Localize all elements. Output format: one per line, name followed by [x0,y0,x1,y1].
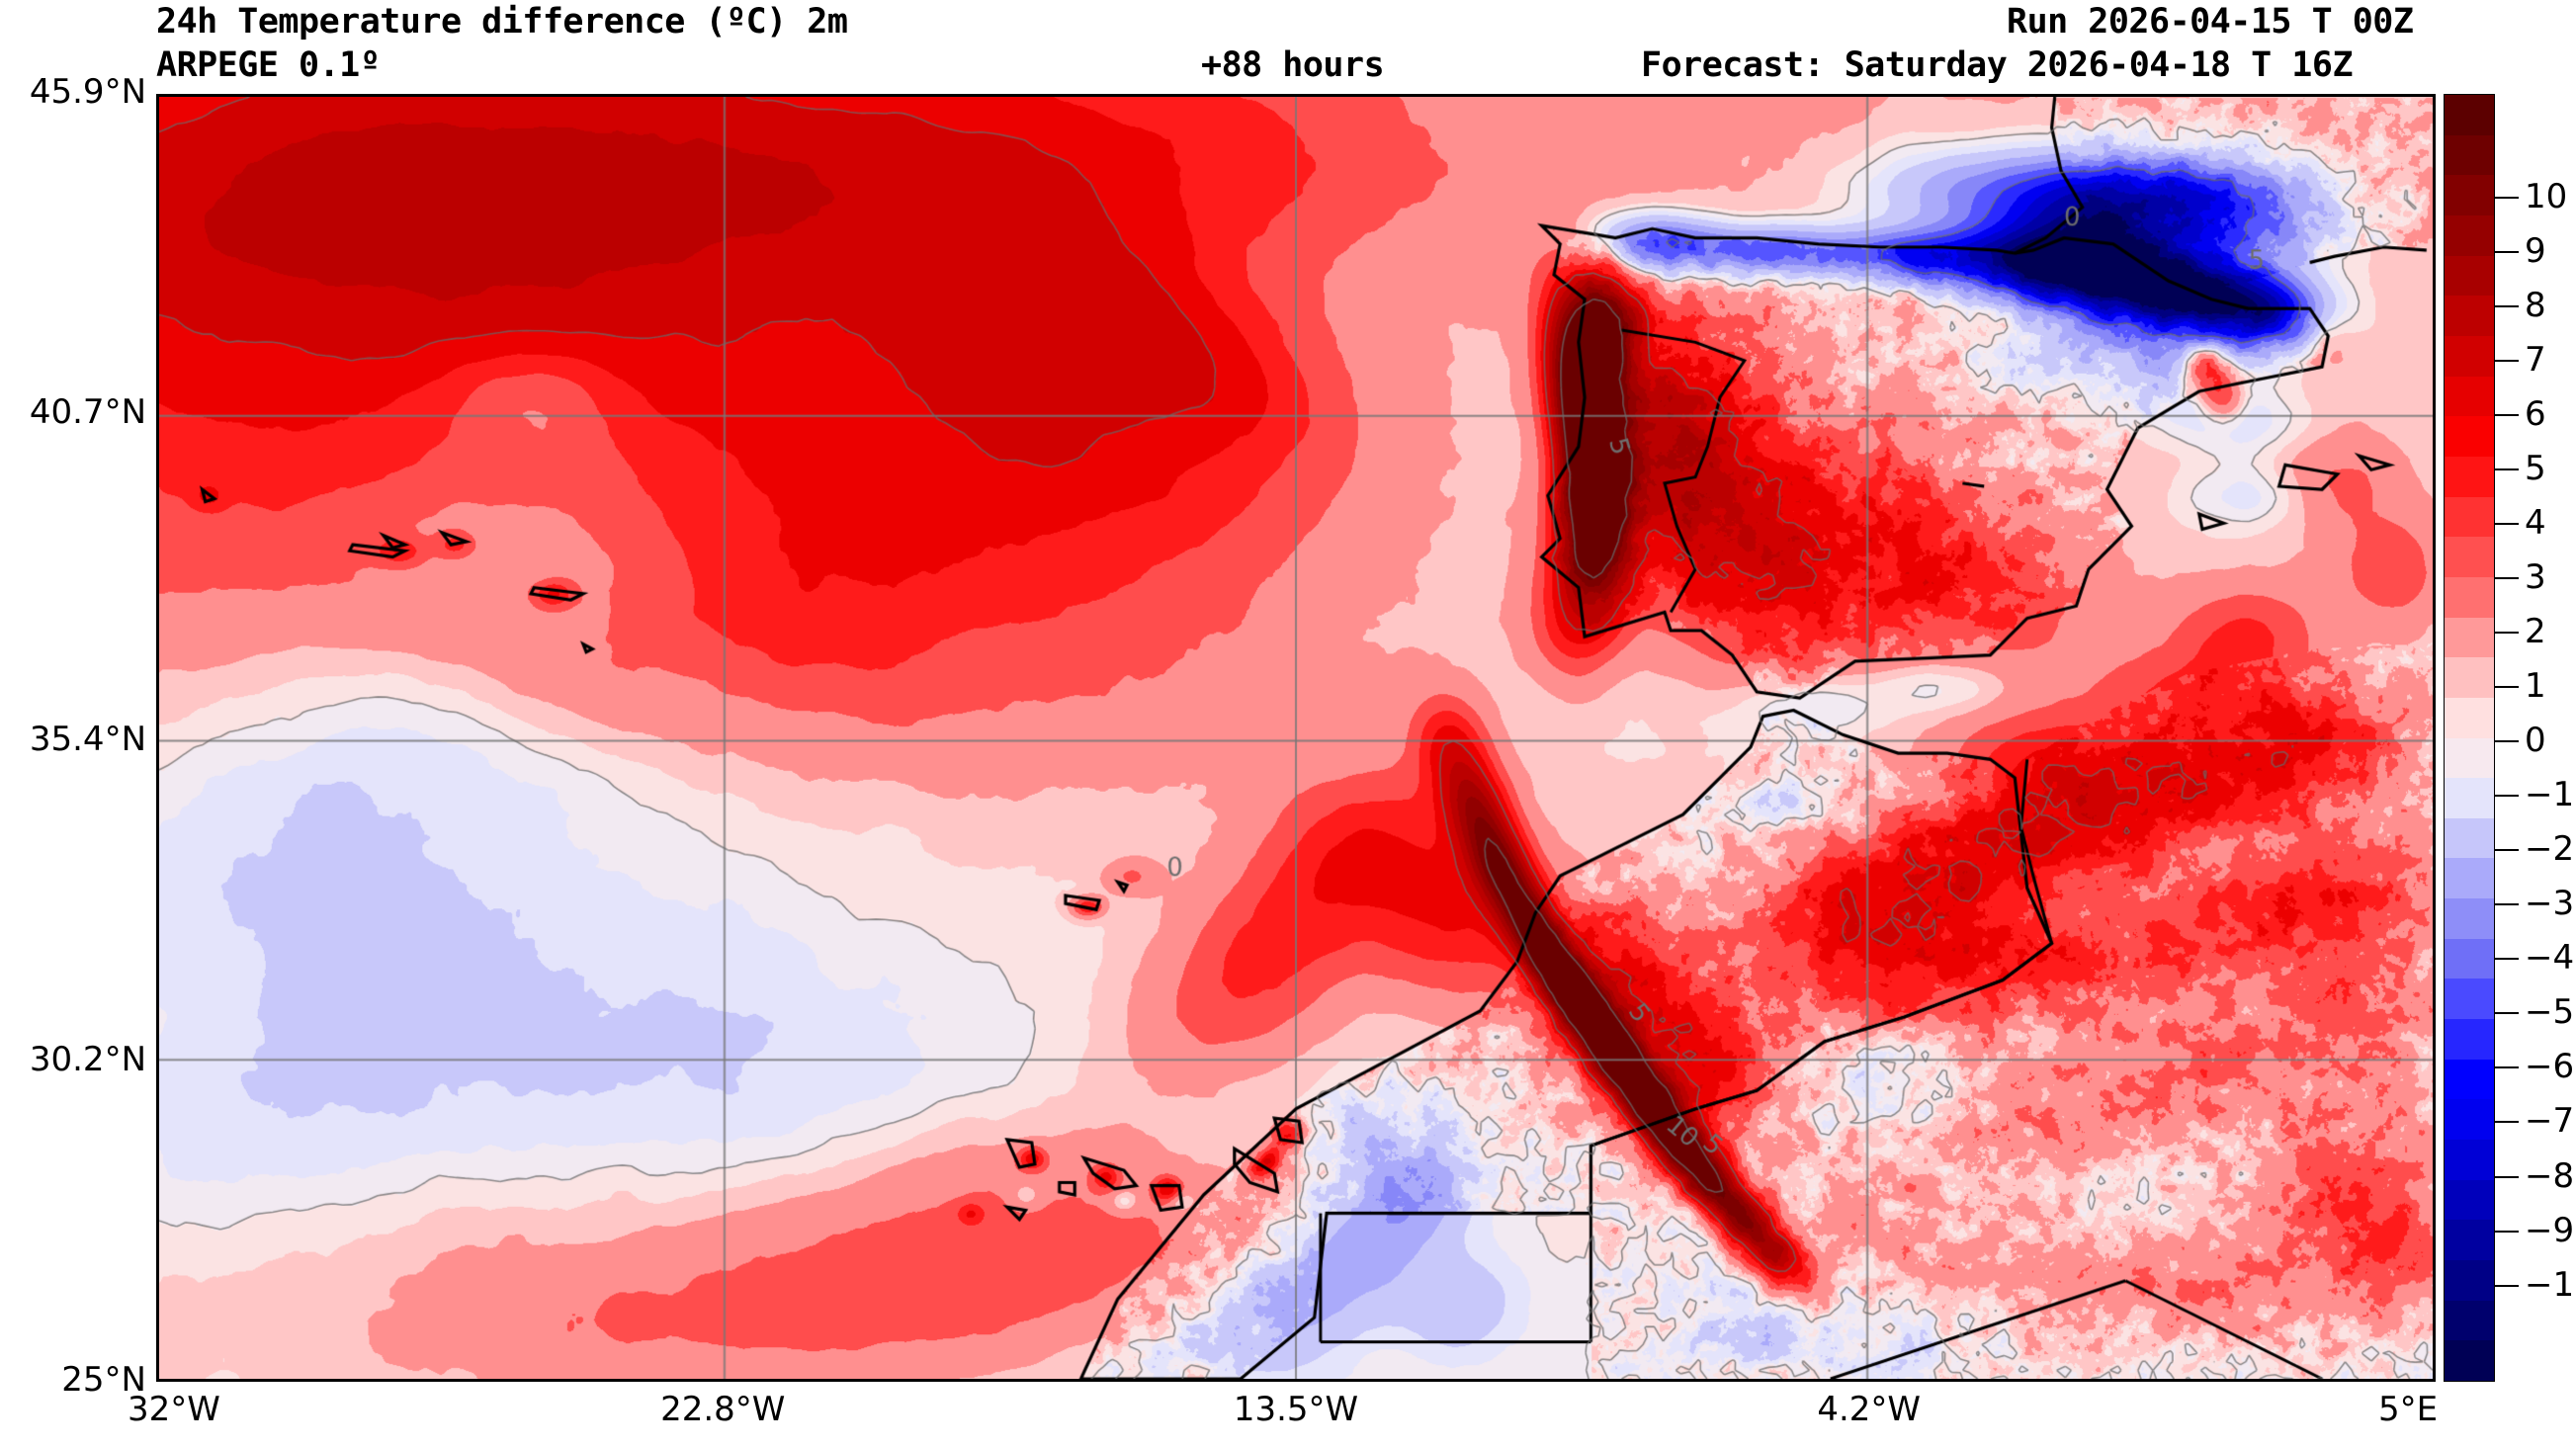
colorbar-segment [2445,617,2494,658]
colorbar-segment [2445,296,2494,336]
colorbar-segment [2445,657,2494,698]
colorbar-tick [2495,958,2519,961]
colorbar-tick-label: −1 [2525,775,2575,815]
colorbar-segment [2445,1220,2494,1261]
colorbar-tick [2495,1230,2519,1233]
colorbar-segment [2445,979,2494,1020]
colorbar-segment [2445,1179,2494,1221]
colorbar-tick [2495,632,2519,634]
colorbar-segment [2445,456,2494,497]
colorbar-tick-label: −5 [2525,992,2575,1033]
colorbar-segment [2445,95,2494,135]
temperature-difference-field [159,97,2433,1379]
colorbar-segment [2445,1019,2494,1060]
colorbar-segment [2445,1140,2494,1180]
colorbar-segment [2445,376,2494,417]
colorbar-segment [2445,1300,2494,1341]
y-axis-tick: 40.7°N [29,392,146,433]
colorbar-segment [2445,537,2494,577]
colorbar-segment [2445,134,2494,176]
map-plot-area [156,94,2436,1382]
colorbar-tick-label: −6 [2525,1047,2575,1087]
colorbar-tick-label: −10 [2525,1264,2576,1305]
colorbar-tick-label: −8 [2525,1155,2575,1196]
colorbar-segment [2445,697,2494,738]
colorbar-tick-label: 10 [2525,176,2568,216]
x-axis-tick: 22.8°W [660,1390,786,1429]
colorbar-segment [2445,1340,2494,1381]
colorbar-tick-label: −9 [2525,1210,2575,1250]
colorbar-segment [2445,496,2494,538]
colorbar-segment [2445,416,2494,457]
colorbar-tick [2495,686,2519,689]
colorbar-tick [2495,1066,2519,1069]
colorbar-segment [2445,214,2494,256]
y-axis-tick: 30.2°N [29,1039,146,1079]
colorbar-tick [2495,576,2519,579]
colorbar-segment [2445,576,2494,618]
colorbar-tick-label: 0 [2525,721,2546,761]
colorbar [2444,94,2495,1382]
colorbar-tick [2495,903,2519,906]
colorbar-tick [2495,522,2519,525]
run-label: Run 2026-04-15 T 00Z [2007,2,2414,42]
colorbar-tick [2495,468,2519,470]
colorbar-segment [2445,255,2494,297]
colorbar-segment [2445,778,2494,818]
colorbar-segment [2445,817,2494,859]
colorbar-tick [2495,795,2519,798]
y-axis-tick: 25°N [61,1360,146,1400]
colorbar-tick [2495,1284,2519,1287]
colorbar-tick-label: 3 [2525,556,2546,597]
x-axis-tick: 13.5°W [1233,1390,1359,1429]
chart-title: 24h Temperature difference (ºC) 2m [156,2,848,42]
colorbar-tick-label: 1 [2525,666,2546,707]
colorbar-tick-label: 4 [2525,502,2546,543]
colorbar-segment [2445,1260,2494,1301]
colorbar-tick-label: −4 [2525,938,2575,979]
x-axis-tick: 4.2°W [1817,1390,1922,1429]
colorbar-tick [2495,849,2519,852]
colorbar-segment [2445,335,2494,377]
model-label: ARPEGE 0.1º [156,45,381,85]
colorbar-tick [2495,740,2519,743]
colorbar-tick-label: 2 [2525,612,2546,651]
colorbar-tick [2495,359,2519,362]
colorbar-tick [2495,1175,2519,1178]
colorbar-tick [2495,196,2519,199]
colorbar-tick-label: 7 [2525,339,2546,380]
colorbar-tick [2495,413,2519,416]
colorbar-tick [2495,304,2519,307]
colorbar-segment [2445,898,2494,939]
colorbar-tick-label: 6 [2525,393,2546,434]
colorbar-segment [2445,858,2494,899]
colorbar-segment [2445,1099,2494,1141]
colorbar-tick-label: 8 [2525,285,2546,325]
colorbar-segment [2445,175,2494,215]
x-axis-tick: 5°E [2377,1390,2439,1429]
colorbar-tick-label: −2 [2525,829,2575,870]
colorbar-segment [2445,1059,2494,1100]
colorbar-tick-label: 9 [2525,230,2546,271]
lead-time-label: +88 hours [1201,45,1385,85]
y-axis-tick: 35.4°N [29,719,146,759]
colorbar-tick-label: 5 [2525,448,2546,488]
colorbar-segment [2445,938,2494,980]
colorbar-tick [2495,250,2519,253]
colorbar-tick [2495,1121,2519,1124]
colorbar-tick-label: −3 [2525,884,2575,924]
x-axis-tick: 32°W [128,1390,220,1429]
colorbar-segment [2445,737,2494,779]
colorbar-tick-label: −7 [2525,1101,2575,1142]
colorbar-tick [2495,1012,2519,1015]
forecast-label: Forecast: Saturday 2026-04-18 T 16Z [1641,45,2354,85]
y-axis-tick: 45.9°N [29,72,146,112]
